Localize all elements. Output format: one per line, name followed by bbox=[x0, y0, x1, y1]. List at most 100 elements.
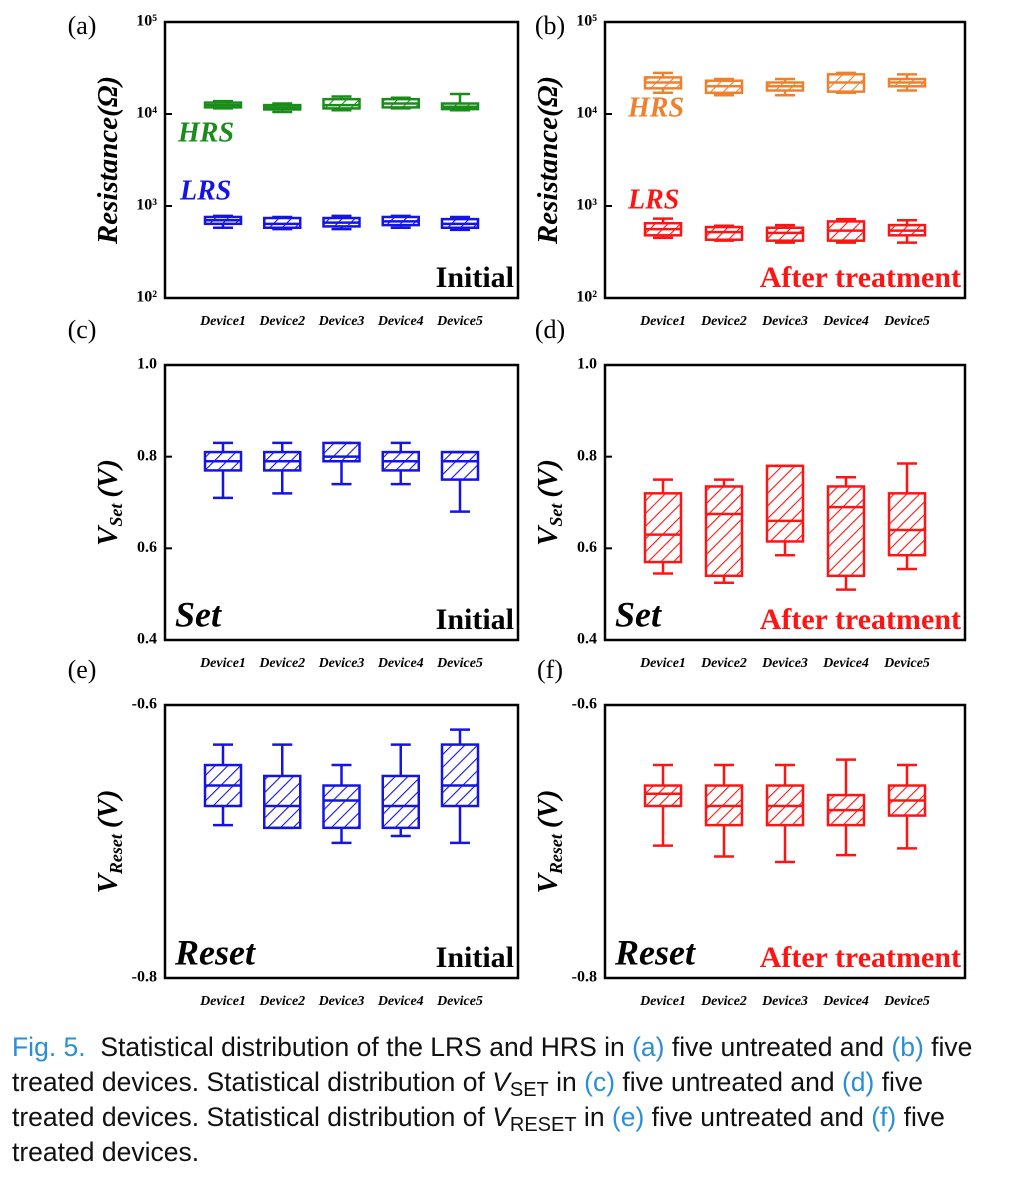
y-tick-label: 10⁴ bbox=[136, 105, 157, 122]
caption-text: Fig. 5. bbox=[12, 1032, 86, 1062]
y-tick-label: 10³ bbox=[576, 197, 597, 214]
panel-label: (c) bbox=[68, 315, 97, 344]
y-axis-label: VReset (V) bbox=[92, 789, 126, 893]
box bbox=[704, 225, 744, 241]
panel-label: (d) bbox=[535, 315, 565, 344]
y-tick-label: 10² bbox=[576, 289, 597, 306]
y-tick-label: -0.6 bbox=[572, 696, 597, 713]
caption-text: five treated devices. Statistical distri… bbox=[12, 1067, 931, 1132]
x-tick-label: Device3 bbox=[761, 314, 808, 329]
y-tick-label: 10⁵ bbox=[136, 13, 157, 30]
y-axis-label-unit: (V) bbox=[92, 789, 124, 828]
caption-text: in bbox=[548, 1067, 585, 1097]
box bbox=[263, 774, 302, 830]
plot-frame bbox=[603, 20, 967, 300]
plot-frame bbox=[163, 703, 520, 980]
caption-text: five untreated and bbox=[644, 1102, 872, 1132]
x-tick-label: Device3 bbox=[318, 314, 365, 329]
box bbox=[826, 485, 866, 578]
y-axis-label-text: V bbox=[92, 872, 124, 894]
caption-text: (d) bbox=[841, 1067, 875, 1097]
caption-text: (f) bbox=[871, 1102, 897, 1132]
box bbox=[765, 464, 805, 543]
x-tick-label: Device4 bbox=[377, 994, 424, 1009]
annotation: Initial bbox=[436, 603, 514, 636]
box bbox=[643, 784, 683, 808]
x-tick-label: Device3 bbox=[761, 656, 808, 671]
y-axis-label: VSet (V) bbox=[532, 459, 566, 546]
y-axis-label-text: V bbox=[532, 524, 564, 546]
y-tick-label: 0.8 bbox=[137, 447, 157, 464]
plot-frame bbox=[163, 20, 520, 300]
y-tick-label: 10⁴ bbox=[576, 105, 597, 122]
x-tick-label: Device3 bbox=[318, 656, 365, 671]
caption-text: five untreated and bbox=[664, 1032, 892, 1062]
x-tick-label: Device2 bbox=[258, 314, 305, 329]
x-tick-label: Device3 bbox=[318, 994, 365, 1009]
box bbox=[887, 492, 927, 557]
x-tick-label: Device4 bbox=[822, 656, 869, 671]
y-axis-label-sub: Set bbox=[546, 503, 566, 527]
x-tick-label: Device1 bbox=[639, 314, 686, 329]
caption-text: (c) bbox=[584, 1067, 616, 1097]
box bbox=[704, 485, 744, 578]
x-tick-label: Device5 bbox=[883, 656, 930, 671]
y-tick-label: -0.6 bbox=[132, 696, 157, 713]
y-tick-label: 10² bbox=[136, 289, 157, 306]
x-tick-label: Device2 bbox=[700, 314, 747, 329]
y-axis-label: VReset (V) bbox=[532, 789, 566, 893]
caption-text: RESET bbox=[509, 1114, 577, 1136]
series-label: HRS bbox=[177, 117, 234, 148]
x-tick-label: Device4 bbox=[822, 994, 869, 1009]
y-axis-label-sub: Set bbox=[106, 503, 126, 527]
box bbox=[322, 441, 361, 463]
y-axis-label-text: Resistance(Ω) bbox=[92, 76, 124, 245]
x-tick-label: Device2 bbox=[258, 656, 305, 671]
y-axis-label: Resistance(Ω) bbox=[92, 76, 124, 245]
x-tick-label: Device1 bbox=[199, 314, 246, 329]
box bbox=[322, 784, 361, 830]
caption-text: (b) bbox=[891, 1032, 924, 1062]
caption-text: five untreated and bbox=[615, 1067, 842, 1097]
y-tick-label: 10⁵ bbox=[576, 13, 597, 30]
caption-text: (e) bbox=[611, 1102, 645, 1132]
caption-text: five treated devices. bbox=[12, 1102, 953, 1167]
mode-label: Set bbox=[615, 594, 662, 634]
y-axis-label: Resistance(Ω) bbox=[532, 76, 564, 245]
mode-label: Reset bbox=[174, 932, 256, 972]
mode-label: Reset bbox=[614, 932, 696, 972]
x-tick-label: Device1 bbox=[199, 656, 246, 671]
plot-frame bbox=[163, 363, 520, 642]
box bbox=[381, 774, 420, 830]
y-tick-label: 0.4 bbox=[137, 631, 157, 648]
y-axis-label-text: V bbox=[92, 524, 124, 546]
y-axis-label-sub: Reset bbox=[546, 833, 566, 875]
x-tick-label: Device3 bbox=[761, 994, 808, 1009]
x-tick-label: Device5 bbox=[436, 314, 483, 329]
x-tick-label: Device4 bbox=[377, 656, 424, 671]
plot-frame bbox=[603, 363, 967, 642]
mode-label: Set bbox=[175, 594, 222, 634]
caption-text: (a) bbox=[632, 1032, 665, 1062]
annotation: Initial bbox=[436, 941, 514, 974]
annotation: Initial bbox=[436, 261, 514, 294]
y-axis-label-unit: (V) bbox=[532, 789, 564, 828]
box bbox=[643, 492, 683, 564]
panel-label: (e) bbox=[68, 655, 97, 684]
y-tick-label: 1.0 bbox=[577, 356, 597, 373]
annotation: After treatment bbox=[760, 941, 961, 974]
series-label: LRS bbox=[179, 175, 231, 206]
caption: Fig. 5. Statistical distribution of the … bbox=[12, 1030, 1007, 1170]
y-axis-label-unit: (V) bbox=[532, 459, 564, 498]
box bbox=[440, 450, 480, 481]
x-tick-label: Device2 bbox=[700, 994, 747, 1009]
y-tick-label: 0.6 bbox=[577, 539, 597, 556]
x-tick-label: Device5 bbox=[436, 994, 483, 1009]
x-tick-label: Device1 bbox=[199, 994, 246, 1009]
box bbox=[765, 226, 805, 242]
y-tick-label: 1.0 bbox=[137, 356, 157, 373]
caption-text: V bbox=[492, 1067, 510, 1097]
panel-label: (f) bbox=[537, 655, 563, 684]
y-tick-label: -0.8 bbox=[572, 969, 597, 986]
y-axis-label-sub: Reset bbox=[106, 833, 126, 875]
